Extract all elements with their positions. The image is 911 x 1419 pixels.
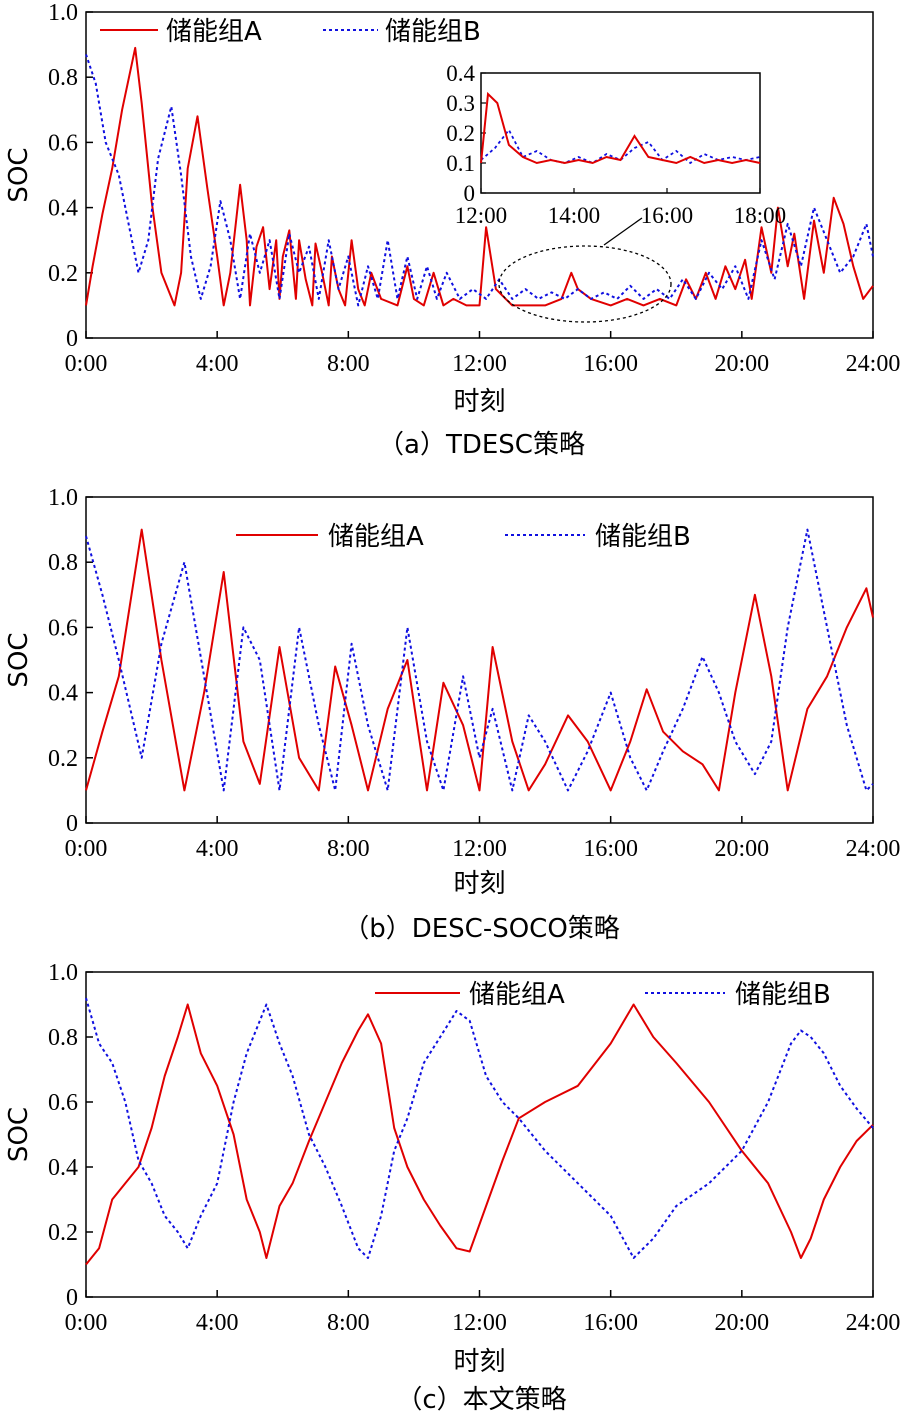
zoom-region-ellipse [498,245,672,323]
x-tick-label: 0:00 [65,351,108,377]
chart-panel-c: 0:00 4:00 8:00 12:00 16:00 20:00 24:00 0 0.2 0.4 0… [4,960,900,1415]
x-tick-label: 8:00 [327,836,370,862]
y-axis-label: SOC [4,632,34,687]
x-tick-label: 4:00 [196,836,239,862]
x-tick-label: 0:00 [65,836,108,862]
inset-y-tick-label: 0.2 [446,121,475,146]
y-tick-label: 0.8 [48,65,78,91]
x-tick-label: 20:00 [714,351,769,377]
x-axis-label: 时刻 [453,869,505,899]
x-tick-label: 16:00 [583,351,638,377]
inset-y-tick-label: 0 [464,181,476,206]
series-line-b [85,528,874,792]
x-tick-label: 4:00 [196,1310,239,1336]
x-tick-label: 4:00 [196,351,239,377]
y-tick-label: 0 [66,1285,78,1311]
legend-label: 储能组A [469,980,565,1010]
x-axis-label: 时刻 [453,387,505,417]
x-axis-label: 时刻 [453,1347,505,1377]
y-tick-label: 0.2 [48,1220,78,1246]
y-tick-label: 0.8 [48,550,78,576]
y-tick-label: 0 [66,326,78,352]
x-tick-label: 20:00 [714,1310,769,1336]
chart-panel-b: 0:00 4:00 8:00 12:00 16:00 20:00 24:00 0 0.2 0.4 0… [4,485,900,944]
x-tick-label: 12:00 [452,836,507,862]
y-tick-label: 0.4 [48,1155,78,1181]
inset-series-a [480,91,761,165]
x-tick-label: 0:00 [65,1310,108,1336]
y-axis-label: SOC [4,1107,34,1162]
series-line-a [85,1003,874,1266]
y-tick-label: 0.6 [48,1090,78,1116]
inset-x-tick-label: 18:00 [734,203,786,228]
x-tick-label: 12:00 [452,351,507,377]
chart-caption: （a）TDESC策略 [378,430,585,460]
inset-y-tick-label: 0.3 [446,91,475,116]
x-tick-label: 24:00 [846,1310,901,1336]
series-line-b [85,54,874,307]
inset-x-tick-label: 14:00 [548,203,600,228]
zoom-leader-line [603,217,643,246]
x-tick-label: 8:00 [327,1310,370,1336]
series-line-b [85,997,874,1259]
series-line-a [85,528,874,792]
inset-x-tick-label: 16:00 [641,203,693,228]
inset-zoom: 12:00 14:00 16:00 18:00 0 0.1 0.2 0.3 0.4 [446,61,786,228]
inset-y-tick-label: 0.4 [446,61,475,86]
y-tick-label: 1.0 [48,0,78,26]
x-tick-label: 16:00 [583,836,638,862]
y-tick-label: 0.6 [48,615,78,641]
y-axis-label: SOC [4,147,34,202]
y-tick-label: 0.8 [48,1025,78,1051]
legend-label: 储能组B [735,980,831,1010]
y-tick-label: 0.2 [48,261,78,287]
y-tick-label: 1.0 [48,960,78,986]
y-tick-label: 0 [66,811,78,837]
chart-caption: （b）DESC-SOCO策略 [343,914,620,944]
series-line-a [85,46,874,307]
y-tick-label: 0.6 [48,130,78,156]
inset-frame [480,72,761,194]
inset-x-tick-label: 12:00 [455,203,507,228]
chart-caption: （c）本文策略 [396,1385,566,1415]
x-tick-label: 24:00 [846,836,901,862]
y-tick-label: 1.0 [48,485,78,511]
y-tick-label: 0.2 [48,746,78,772]
x-tick-label: 8:00 [327,351,370,377]
legend-label: 储能组B [595,522,691,552]
legend-label: 储能组A [166,17,262,47]
legend-label: 储能组A [328,522,424,552]
chart-panel-a: 0:00 4:00 8:00 12:00 16:00 20:00 24:00 0 0.2 0.4 0… [4,0,900,460]
inset-y-tick-label: 0.1 [446,151,475,176]
plot-frame [85,971,874,1298]
legend-label: 储能组B [385,17,481,47]
y-tick-label: 0.4 [48,681,78,707]
x-tick-label: 20:00 [714,836,769,862]
x-tick-label: 24:00 [846,351,901,377]
y-tick-label: 0.4 [48,196,78,222]
x-tick-label: 12:00 [452,1310,507,1336]
x-tick-label: 16:00 [583,1310,638,1336]
